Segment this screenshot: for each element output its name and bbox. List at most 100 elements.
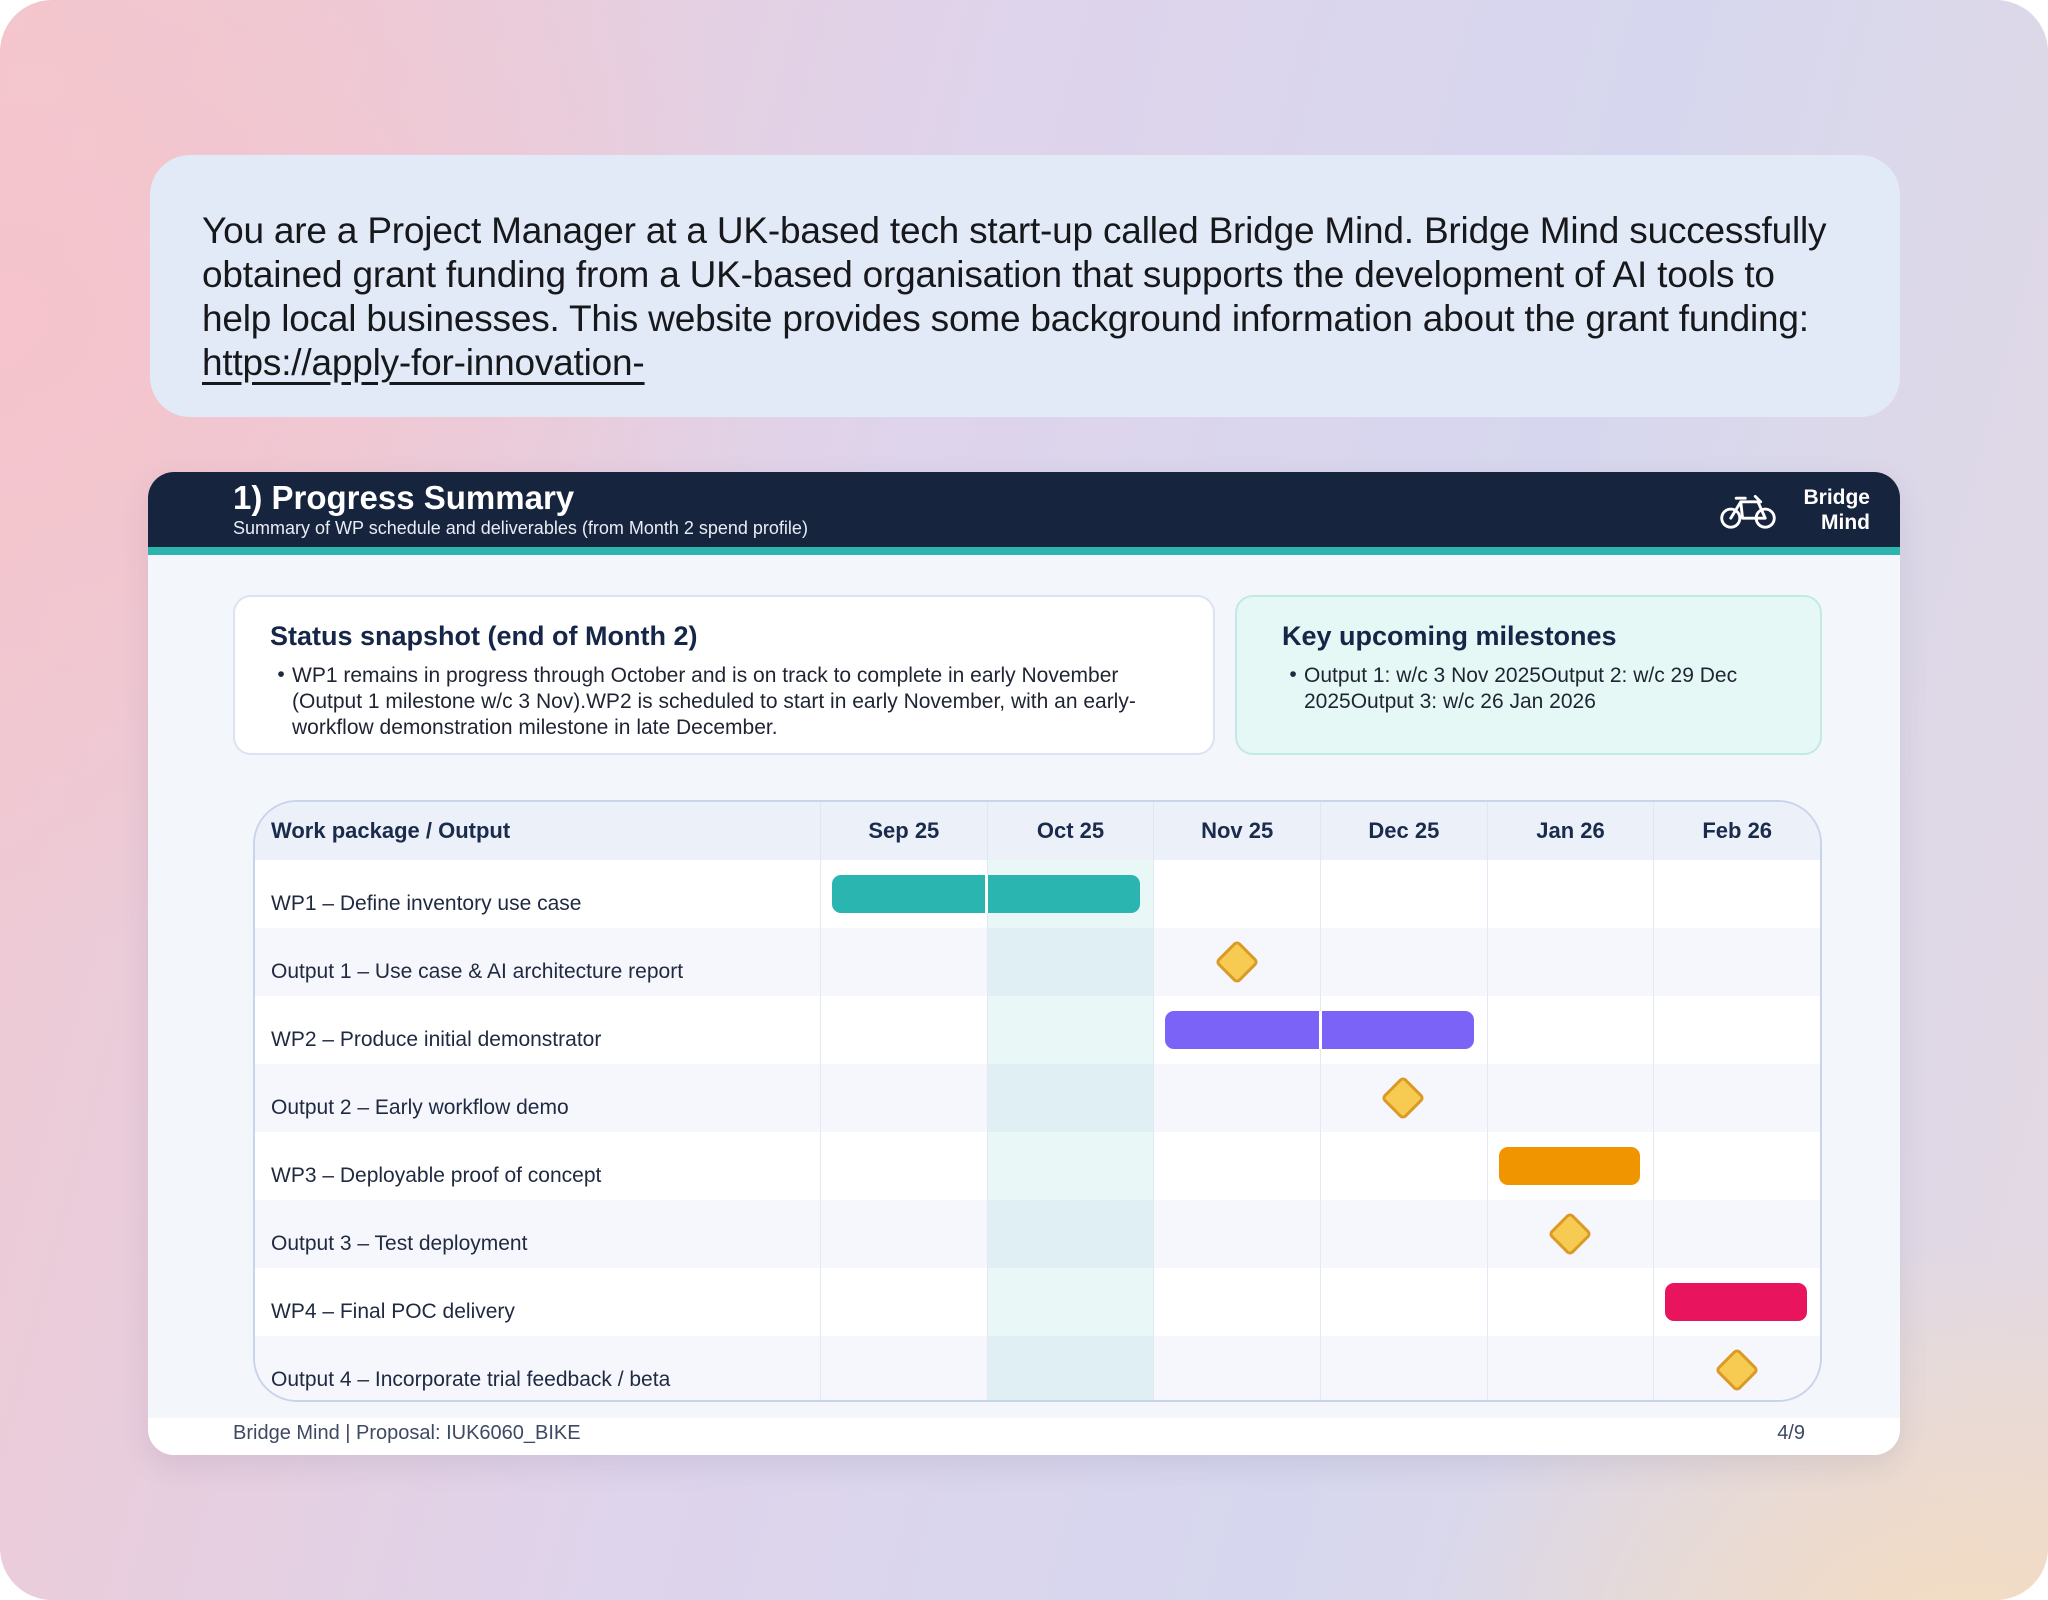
gantt-cell — [1320, 1336, 1487, 1400]
key-milestones-text: Output 1: w/c 3 Nov 2025Output 2: w/c 29… — [1304, 664, 1738, 713]
gantt-month-header: Oct 25 — [986, 802, 1154, 860]
gantt-cell-current-month — [986, 1064, 1154, 1132]
gantt-cell-current-month — [986, 1268, 1154, 1336]
gantt-row-timeline — [820, 1132, 1820, 1200]
gantt-cell — [1486, 1336, 1654, 1400]
gantt-row-timeline — [820, 1336, 1820, 1400]
bicycle-icon — [1720, 494, 1777, 529]
gantt-row: Output 1 – Use case & AI architecture re… — [255, 928, 1820, 996]
gantt-row-timeline — [820, 1064, 1820, 1132]
gantt-cell — [1653, 1268, 1820, 1336]
gantt-row-label: WP2 – Produce initial demonstrator — [271, 1028, 602, 1051]
gantt-month-header: Dec 25 — [1320, 802, 1487, 860]
gantt-month-header: Sep 25 — [820, 802, 987, 860]
slide-progress-summary: 1) Progress Summary Summary of WP schedu… — [148, 472, 1900, 1455]
gantt-row: WP4 – Final POC delivery — [255, 1268, 1820, 1336]
gantt-bar — [1665, 1283, 1807, 1321]
gantt-cell — [820, 928, 987, 996]
gantt-cell — [1153, 1336, 1320, 1400]
footer-proposal-text: Bridge Mind | Proposal: IUK6060_BIKE — [233, 1422, 581, 1444]
gantt-row-timeline — [820, 1200, 1820, 1268]
gantt-row-label: Output 3 – Test deployment — [271, 1232, 528, 1255]
gantt-row-label: Output 1 – Use case & AI architecture re… — [271, 960, 684, 983]
gantt-cell — [1653, 1200, 1820, 1268]
gantt-cell-current-month — [986, 1132, 1154, 1200]
key-milestones-bullet: • Output 1: w/c 3 Nov 2025Output 2: w/c … — [1282, 663, 1794, 715]
gantt-bar-divider — [1318, 1011, 1322, 1049]
gantt-cell — [820, 860, 987, 928]
gantt-row: Output 4 – Incorporate trial feedback / … — [255, 1336, 1820, 1400]
gantt-cell — [1486, 928, 1654, 996]
brand-name: Bridge Mind — [1803, 485, 1870, 535]
gantt-cell — [1653, 1336, 1820, 1400]
gantt-cell-current-month — [986, 1336, 1154, 1400]
footer-page-number: 4/9 — [1777, 1422, 1805, 1444]
bullet-marker: • — [1289, 663, 1297, 686]
gantt-cell — [1153, 860, 1320, 928]
gantt-cell — [1153, 1064, 1320, 1132]
gantt-cell — [820, 1132, 987, 1200]
key-milestones-title: Key upcoming milestones — [1282, 621, 1617, 651]
gantt-cell — [1153, 928, 1320, 996]
gantt-cell — [1320, 1064, 1487, 1132]
gantt-bar — [1498, 1147, 1641, 1185]
gantt-row-label: Output 4 – Incorporate trial feedback / … — [271, 1368, 671, 1391]
gantt-cell — [1653, 996, 1820, 1064]
gantt-cell — [1486, 1200, 1654, 1268]
brand-line-2: Mind — [1821, 510, 1870, 534]
gantt-cell — [1153, 996, 1320, 1064]
gantt-bar-divider — [985, 875, 989, 913]
key-milestones-box: Key upcoming milestones • Output 1: w/c … — [1235, 595, 1822, 755]
gantt-row-label: WP3 – Deployable proof of concept — [271, 1164, 602, 1187]
gantt-row-label: WP4 – Final POC delivery — [271, 1300, 515, 1323]
gantt-cell — [820, 1064, 987, 1132]
instruction-text-body: You are a Project Manager at a UK-based … — [202, 210, 1827, 339]
brand-line-1: Bridge — [1803, 485, 1870, 509]
gantt-row: WP3 – Deployable proof of concept — [255, 1132, 1820, 1200]
gantt-cell-current-month — [986, 928, 1154, 996]
gantt-header-label: Work package / Output — [271, 818, 511, 843]
gantt-cell — [1486, 996, 1654, 1064]
gantt-row: Output 2 – Early workflow demo — [255, 1064, 1820, 1132]
bullet-marker: • — [277, 663, 285, 686]
instruction-text: You are a Project Manager at a UK-based … — [202, 209, 1844, 385]
gantt-cell — [1320, 860, 1487, 928]
gantt-cell — [1653, 928, 1820, 996]
gantt-row: Output 3 – Test deployment — [255, 1200, 1820, 1268]
gantt-row-timeline — [820, 1268, 1820, 1336]
gantt-row-label: Output 2 – Early workflow demo — [271, 1096, 569, 1119]
gantt-row-timeline — [820, 928, 1820, 996]
status-snapshot-text: WP1 remains in progress through October … — [292, 664, 1136, 739]
gantt-cell — [820, 996, 987, 1064]
gantt-cell — [820, 1268, 987, 1336]
gantt-cell — [1320, 1132, 1487, 1200]
gantt-cell — [1153, 1268, 1320, 1336]
gantt-cell — [820, 1336, 987, 1400]
status-snapshot-box: Status snapshot (end of Month 2) • WP1 r… — [233, 595, 1215, 755]
gantt-cell — [1653, 1132, 1820, 1200]
slide-title: 1) Progress Summary — [233, 479, 575, 516]
gantt-month-header: Feb 26 — [1653, 802, 1820, 860]
gantt-row-timeline — [820, 860, 1820, 928]
gantt-cell — [1320, 1268, 1487, 1336]
brand-logo: Bridge Mind — [1719, 485, 1900, 535]
gantt-row: WP1 – Define inventory use case — [255, 860, 1820, 928]
gantt-cell — [1486, 860, 1654, 928]
gantt-cell — [1153, 1132, 1320, 1200]
gantt-cell — [1320, 1200, 1487, 1268]
gantt-chart: Work package / Output Sep 25 Oct 25 Nov 25 D… — [253, 800, 1822, 1402]
gantt-cell — [820, 1200, 987, 1268]
instruction-card: You are a Project Manager at a UK-based … — [150, 155, 1900, 417]
slide-subtitle: Summary of WP schedule and deliverables … — [233, 518, 808, 538]
gantt-header-row: Work package / Output Sep 25 Oct 25 Nov 25 D… — [255, 802, 1820, 860]
gantt-cell-current-month — [986, 996, 1154, 1064]
gantt-row-label: WP1 – Define inventory use case — [271, 892, 582, 915]
slide-header: 1) Progress Summary Summary of WP schedu… — [148, 472, 1900, 547]
slide-footer: Bridge Mind | Proposal: IUK6060_BIKE 4/9 — [148, 1418, 1900, 1455]
gantt-cell — [1486, 1132, 1654, 1200]
grant-funding-link[interactable]: https://apply-for-innovation- — [202, 342, 645, 383]
gantt-cell — [1653, 1064, 1820, 1132]
gantt-cell — [1153, 1200, 1320, 1268]
status-snapshot-title: Status snapshot (end of Month 2) — [270, 621, 698, 651]
